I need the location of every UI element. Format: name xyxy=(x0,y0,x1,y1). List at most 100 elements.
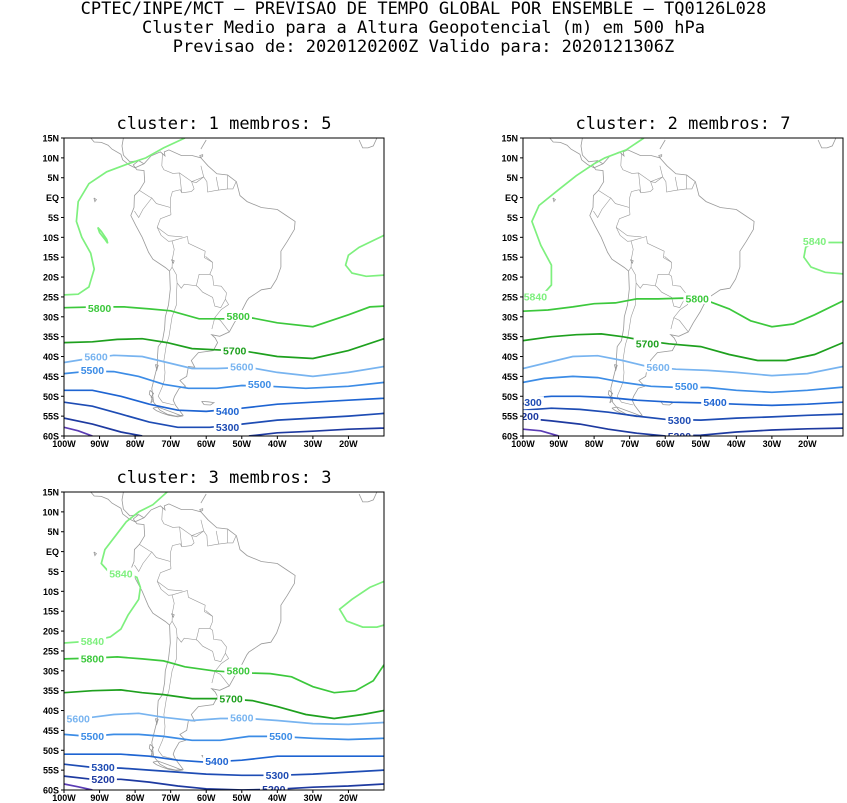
lat-tick-label: 60S xyxy=(502,432,518,442)
isoline-5500 xyxy=(523,375,843,394)
contour-label: 5400 xyxy=(216,406,240,418)
country-border xyxy=(214,653,230,687)
lat-tick-label: 5N xyxy=(47,173,59,183)
lat-tick-label: 15N xyxy=(42,488,59,498)
contour-label-bg xyxy=(78,364,107,376)
isoline-5600 xyxy=(64,354,384,378)
lon-tick-label: 30W xyxy=(304,439,323,449)
lat-tick-label: 30S xyxy=(43,312,59,322)
isoline-5700 xyxy=(523,333,843,362)
contour-label-bg xyxy=(263,769,292,781)
country-border xyxy=(616,227,642,238)
isoline-5300 xyxy=(523,407,843,421)
country-border xyxy=(196,628,227,663)
lat-tick-label: 55S xyxy=(502,412,518,422)
south-america-coast xyxy=(130,149,296,417)
country-border xyxy=(620,153,641,208)
central-america-coast-north xyxy=(121,492,139,517)
contour-label-bg xyxy=(203,755,231,766)
country-border xyxy=(630,236,672,289)
contour-label-bg xyxy=(665,430,694,436)
country-border xyxy=(214,299,230,333)
contour-label: 5200 xyxy=(668,431,692,443)
island xyxy=(148,744,155,758)
country-border xyxy=(139,544,172,569)
contour-label-bg xyxy=(245,378,274,390)
island xyxy=(658,154,663,158)
country-border xyxy=(203,176,237,193)
contour-label: 5200 xyxy=(91,774,115,786)
country-border xyxy=(211,671,216,684)
country-border xyxy=(157,282,178,406)
map-panel-1: 5800 5800 5700 5600 5600 5500 5500 5400 5300 15N 1… xyxy=(42,134,385,449)
lon-tick-label: 70W xyxy=(161,439,180,449)
contour-label-bg xyxy=(64,712,92,724)
island xyxy=(93,197,97,203)
lon-tick-label: 50W xyxy=(692,439,711,449)
contour-label: 5800 xyxy=(686,294,710,306)
contour-label: 5600 xyxy=(67,713,91,725)
contour-label: 5400 xyxy=(703,397,727,409)
contour-label: 5840 xyxy=(524,292,548,304)
country-border xyxy=(662,176,696,193)
contour-label-bg xyxy=(665,414,694,426)
contour-label: 200 xyxy=(521,411,539,423)
lat-tick-label: EQ xyxy=(46,547,59,557)
lat-tick-label: 10N xyxy=(42,153,59,163)
country-border xyxy=(179,165,205,183)
isoline-5200 xyxy=(248,427,384,436)
isoline-5840 xyxy=(344,234,384,278)
lon-tick-label: 90W xyxy=(549,439,568,449)
contour-label-bg xyxy=(267,730,295,742)
lat-tick-label: 55S xyxy=(43,766,59,776)
isoline-5800 xyxy=(64,305,384,328)
lat-tick-label: EQ xyxy=(46,193,59,203)
lat-tick-label: EQ xyxy=(505,193,518,203)
isoline-5100 xyxy=(64,426,93,436)
antilles xyxy=(200,139,207,150)
lon-tick-label: 30W xyxy=(763,439,782,449)
contour-label: 5500 xyxy=(675,381,699,393)
lon-tick-label: 50W xyxy=(233,793,252,803)
contour-label-bg xyxy=(523,290,550,302)
lon-tick-label: 30W xyxy=(304,793,323,803)
country-border xyxy=(205,256,213,263)
lat-tick-label: 40S xyxy=(43,352,59,362)
contour-label-bg xyxy=(228,360,256,372)
isoline-5800 xyxy=(523,297,843,328)
africa-coast xyxy=(817,138,837,149)
island xyxy=(552,197,556,203)
lat-tick-label: 45S xyxy=(43,726,59,736)
lon-tick-label: 20W xyxy=(798,439,817,449)
island xyxy=(152,406,184,418)
coastline xyxy=(549,138,837,418)
map-panel-3: 5840 5840 5800 5800 5700 5600 5600 5500 5500 5400… xyxy=(42,488,385,803)
contour-label-bg xyxy=(260,783,288,790)
lat-tick-label: 5N xyxy=(506,173,518,183)
contour-label: 5300 xyxy=(668,415,692,427)
central-america-coast xyxy=(90,492,145,523)
lon-tick-label: 40W xyxy=(268,793,287,803)
contour-label: 5800 xyxy=(227,666,251,678)
lat-tick-label: 40S xyxy=(43,706,59,716)
lon-tick-label: 20W xyxy=(339,793,358,803)
country-border xyxy=(134,551,153,573)
contour-label: 5700 xyxy=(219,693,243,705)
south-america-coast xyxy=(130,503,296,771)
contour-label: 5400 xyxy=(205,756,229,768)
country-border xyxy=(640,176,663,194)
country-border xyxy=(156,568,175,626)
country-border xyxy=(674,176,678,191)
isoline-5800 xyxy=(64,656,384,694)
central-america-coast-north xyxy=(121,138,139,163)
contour-label-bg xyxy=(89,761,117,773)
contour-label: 5600 xyxy=(646,362,670,374)
lat-tick-label: 20S xyxy=(43,273,59,283)
lake-titicaca xyxy=(171,613,175,619)
contour-label: 5700 xyxy=(636,339,660,351)
lat-tick-label: 10N xyxy=(42,507,59,517)
country-border xyxy=(157,227,183,238)
isoline-5500 xyxy=(64,370,384,390)
lat-tick-label: 50S xyxy=(502,392,518,402)
isoline-5840 xyxy=(64,138,186,296)
